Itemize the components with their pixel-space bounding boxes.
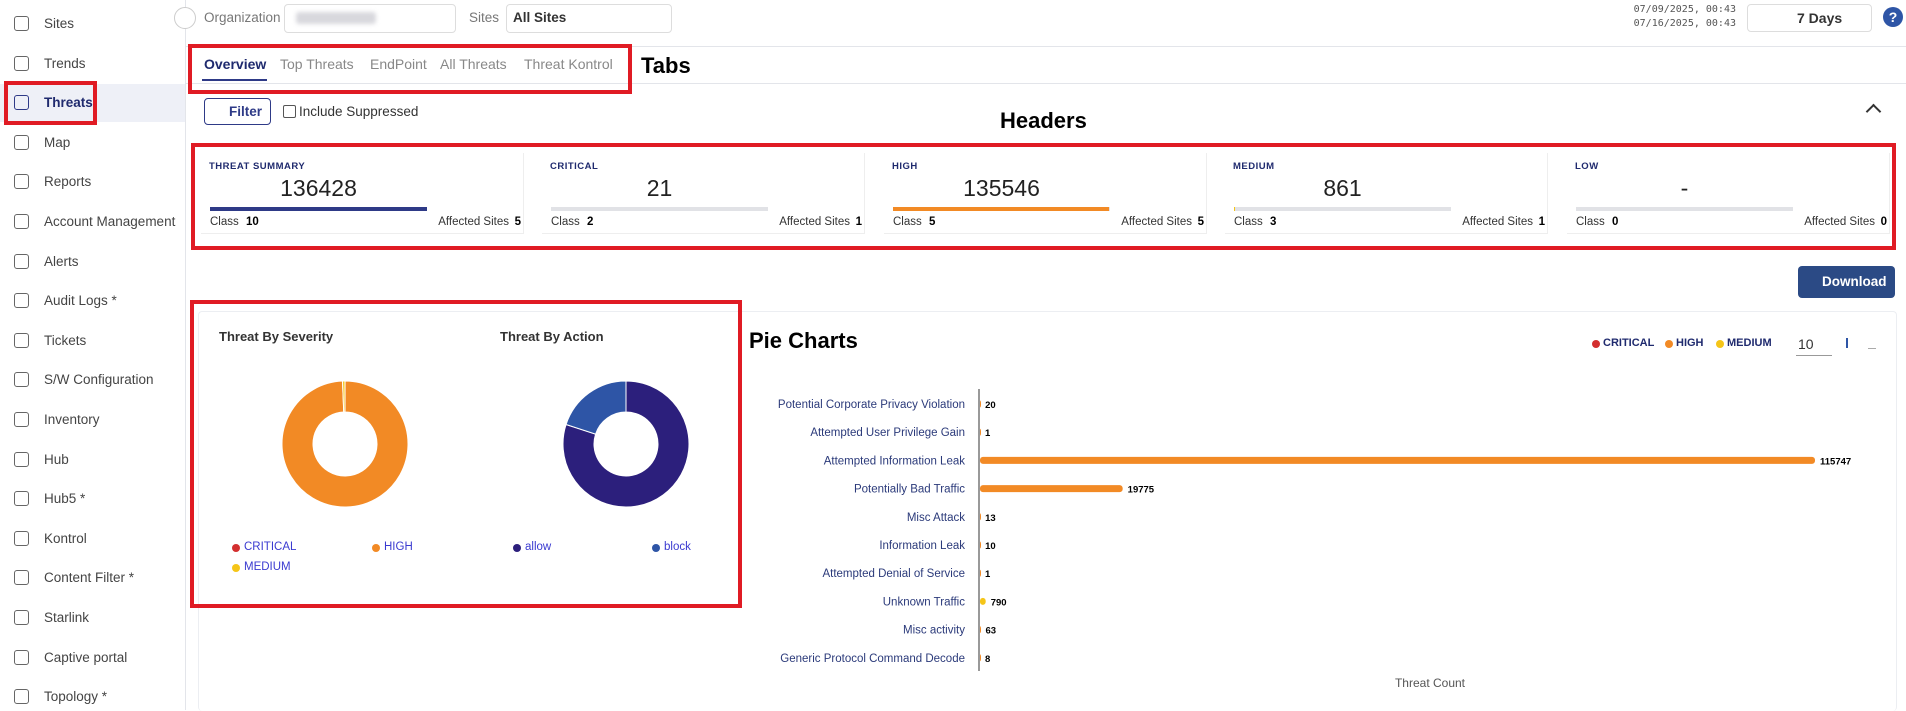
- bar: [980, 626, 981, 633]
- value-label: 19775: [1128, 485, 1155, 496]
- category-label: Attempted Information Leak: [824, 455, 966, 467]
- nav-icon: [14, 570, 29, 585]
- date: 07/09/2025, 00:43: [1634, 4, 1736, 15]
- bar: [980, 542, 981, 549]
- annotation-box: [191, 143, 1896, 250]
- bar: [980, 429, 981, 436]
- nav-item[interactable]: Account Management: [44, 214, 175, 229]
- legend-label: CRITICAL: [1603, 337, 1654, 349]
- nav-item[interactable]: Audit Logs *: [44, 293, 117, 308]
- legend-dot: [1592, 340, 1600, 348]
- category-label: Potential Corporate Privacy Violation: [778, 399, 965, 411]
- checkbox[interactable]: [283, 105, 296, 118]
- annotation: Pie Charts: [749, 328, 858, 354]
- nav-item[interactable]: Captive portal: [44, 650, 127, 665]
- nav-item[interactable]: Content Filter *: [44, 570, 134, 585]
- filter-label[interactable]: Filter: [229, 104, 262, 119]
- bar: [980, 598, 986, 605]
- value-label: 13: [985, 513, 996, 524]
- nav-item[interactable]: Tickets: [44, 333, 86, 348]
- value-label: 790: [991, 597, 1007, 608]
- category-label: Misc Attack: [907, 512, 965, 524]
- help-button[interactable]: ?: [1883, 7, 1903, 27]
- category-label: Potentially Bad Traffic: [854, 484, 965, 496]
- annotation-box: [190, 300, 742, 608]
- legend-dot: [1716, 340, 1724, 348]
- x-axis-label: Threat Count: [1395, 676, 1466, 690]
- nav-icon: [14, 214, 29, 229]
- org-value-blur: [296, 12, 376, 24]
- legend-dot: [1665, 340, 1673, 348]
- value-label: 10: [985, 541, 996, 552]
- nav-icon: [14, 333, 29, 348]
- org-label: Organization: [204, 10, 281, 25]
- category-label: Information Leak: [879, 540, 965, 552]
- nav-item[interactable]: Map: [44, 135, 70, 150]
- sites-label: Sites: [469, 10, 499, 25]
- nav-icon: [14, 16, 29, 31]
- nav-item[interactable]: Reports: [44, 174, 91, 189]
- collapse-button[interactable]: [174, 7, 196, 29]
- nav-item[interactable]: Hub: [44, 452, 69, 467]
- bar: [980, 401, 981, 408]
- category-label: Attempted Denial of Service: [822, 568, 965, 580]
- value-label: 1: [985, 569, 991, 580]
- download-label[interactable]: Download: [1822, 274, 1887, 289]
- value-label: 63: [985, 626, 996, 637]
- bar: [980, 457, 1815, 464]
- nav-item[interactable]: Hub5 *: [44, 491, 85, 506]
- nav-icon: [14, 412, 29, 427]
- bar: [980, 654, 981, 661]
- value-label: 20: [985, 400, 996, 411]
- category-label: Unknown Traffic: [883, 596, 965, 608]
- nav-item[interactable]: Inventory: [44, 412, 100, 427]
- nav-icon: [14, 689, 29, 704]
- checkbox-label[interactable]: Include Suppressed: [299, 104, 418, 119]
- annotation-box: [188, 44, 632, 94]
- category-label: Attempted User Privilege Gain: [810, 427, 965, 439]
- nav-item[interactable]: S/W Configuration: [44, 372, 154, 387]
- annotation: Tabs: [641, 53, 691, 79]
- nav-icon: [14, 610, 29, 625]
- nav-item[interactable]: Topology *: [44, 689, 107, 704]
- category-label: Generic Protocol Command Decode: [780, 653, 965, 665]
- nav-icon: [14, 491, 29, 506]
- sites-value: All Sites: [513, 10, 566, 25]
- bar: [980, 570, 981, 577]
- annotation: Headers: [1000, 108, 1087, 134]
- nav-icon: [14, 254, 29, 269]
- value-label: 115747: [1820, 456, 1851, 467]
- period-value: 7 Days: [1797, 10, 1842, 26]
- nav-icon: [14, 531, 29, 546]
- nav-icon: [14, 650, 29, 665]
- annotation-box: [4, 81, 97, 125]
- nav-item[interactable]: Starlink: [44, 610, 89, 625]
- value-label: 8: [985, 654, 990, 665]
- date: 07/16/2025, 00:43: [1634, 18, 1736, 29]
- legend-label: HIGH: [1676, 337, 1704, 349]
- nav-item[interactable]: Alerts: [44, 254, 79, 269]
- nav-item[interactable]: Kontrol: [44, 531, 87, 546]
- nav-icon: [14, 372, 29, 387]
- nav-icon: [14, 293, 29, 308]
- value-label: 1: [985, 428, 991, 439]
- bar: [980, 513, 981, 520]
- legend-label: MEDIUM: [1727, 337, 1772, 349]
- nav-icon: [14, 56, 29, 71]
- nav-icon: [14, 174, 29, 189]
- nav-icon: [14, 452, 29, 467]
- bar: [980, 485, 1123, 492]
- nav-item[interactable]: Trends: [44, 56, 86, 71]
- view-icon[interactable]: [1868, 340, 1876, 349]
- category-label: Misc activity: [903, 625, 965, 637]
- nav-item[interactable]: Sites: [44, 16, 74, 31]
- page-size-value[interactable]: 10: [1798, 336, 1814, 352]
- view-icon[interactable]: [1846, 338, 1858, 348]
- nav-icon: [14, 135, 29, 150]
